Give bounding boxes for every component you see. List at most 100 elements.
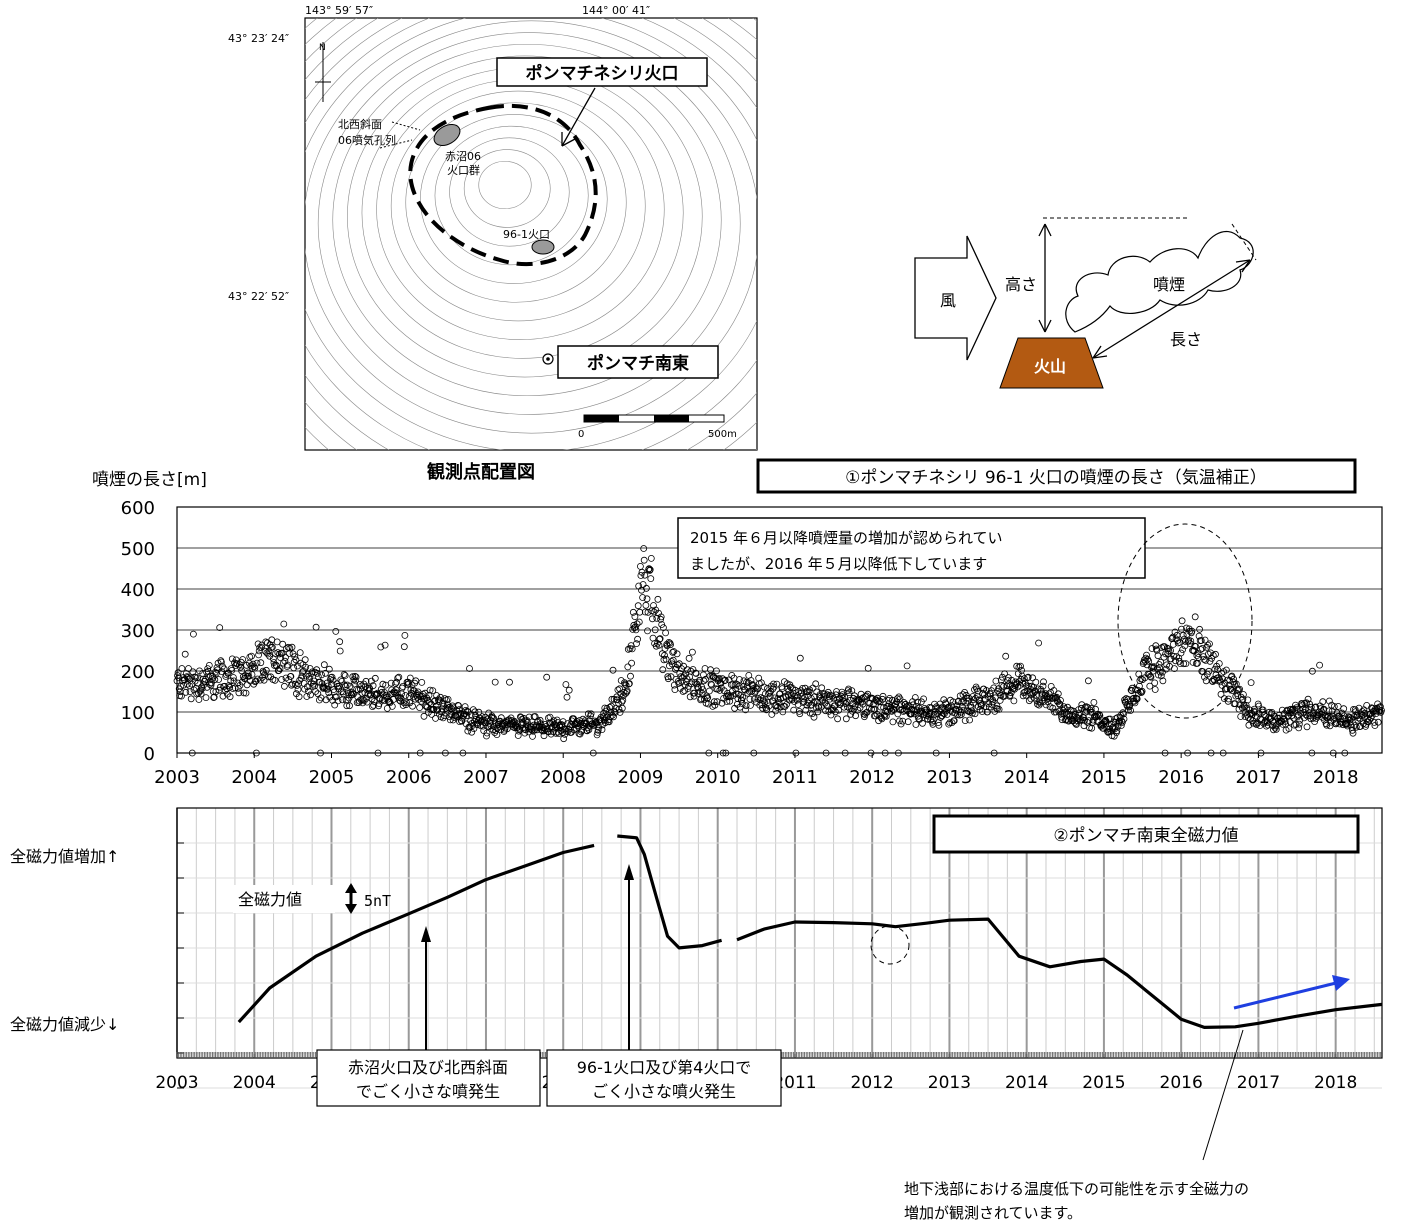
chart1-point <box>305 687 312 695</box>
chart1-point <box>401 632 409 639</box>
chart1-point <box>297 659 305 667</box>
chart1-point <box>229 674 237 681</box>
chart1-point <box>262 666 270 674</box>
chart1-point <box>279 640 287 648</box>
chart1-point <box>1174 637 1182 644</box>
chart1-point <box>611 708 618 715</box>
chart1-point <box>1333 709 1341 717</box>
chart1-point <box>684 666 691 674</box>
chart1-point <box>228 655 236 663</box>
event-1-line2: でごく小さな噴発生 <box>356 1082 500 1101</box>
chart1-point <box>325 689 333 697</box>
chart1-point <box>1231 700 1239 708</box>
chart1-point <box>341 672 349 679</box>
chart1-point <box>302 663 310 671</box>
chart1-point <box>1192 643 1200 650</box>
chart1-point <box>280 620 288 628</box>
chart1-point <box>1225 695 1232 703</box>
chart1-point <box>1057 697 1064 704</box>
chart1-point <box>293 682 301 689</box>
chart1-point <box>912 721 920 728</box>
chart1-point <box>175 685 183 693</box>
chart1-point <box>217 658 225 666</box>
chart1-point <box>243 681 251 689</box>
chart1-point <box>276 665 284 673</box>
chart1-point <box>442 704 450 712</box>
chart1-point <box>1171 665 1178 672</box>
chart1-point <box>726 693 734 701</box>
chart1-point <box>278 649 286 657</box>
chart1-point <box>1370 719 1378 726</box>
chart1-point <box>708 681 715 689</box>
chart1-point <box>778 685 786 692</box>
crater-name-label: ポンマチネシリ火口 <box>526 63 679 84</box>
chart1-point <box>1130 694 1138 702</box>
chart1-point <box>1146 682 1154 690</box>
chart1-point <box>1114 722 1122 730</box>
chart1-point <box>607 702 615 710</box>
chart1-point <box>252 677 260 685</box>
chart1-ytick-label: 200 <box>121 662 155 683</box>
chart1-point <box>1205 667 1213 675</box>
chart1-point <box>518 715 526 723</box>
chart1-point <box>240 689 248 697</box>
chart1-point <box>296 649 304 656</box>
chart1-point <box>221 682 229 690</box>
chart1-point <box>529 733 536 740</box>
chart1-point <box>760 683 768 691</box>
chart1-ytick-label: 0 <box>144 744 155 765</box>
chart1-point <box>1020 675 1028 682</box>
chart1-point <box>642 601 650 609</box>
chart1-point <box>702 675 709 683</box>
chart1-point <box>945 720 953 728</box>
chart1-point <box>949 698 957 706</box>
chart1-point <box>718 699 726 707</box>
chart1-point <box>398 690 406 698</box>
chart1-point <box>340 671 348 678</box>
chart1-point <box>773 703 781 711</box>
chart2-title-box <box>932 814 1360 854</box>
chart1-point <box>919 719 926 727</box>
akanuma-label-2: 火口群 <box>447 163 480 177</box>
chart1-point <box>692 669 700 677</box>
chart1-point <box>1179 631 1187 639</box>
chart1-point <box>880 704 887 711</box>
chart1-point <box>1287 705 1294 713</box>
chart1-point <box>706 687 713 695</box>
chart1-point <box>1117 722 1125 729</box>
chart1-point <box>1104 728 1112 736</box>
chart1-point <box>651 626 659 634</box>
chart1-point <box>437 693 444 701</box>
chart1-point <box>1127 686 1135 694</box>
chart1-point <box>786 696 793 704</box>
chart1-point <box>313 669 321 677</box>
akanuma-label-1: 赤沼06 <box>445 149 481 163</box>
chart1-point <box>735 682 743 690</box>
contour-line <box>305 20 757 434</box>
chart1-point <box>1146 672 1154 680</box>
chart1-point <box>371 674 379 682</box>
chart1-point <box>288 681 295 689</box>
chart1-point <box>965 694 973 702</box>
chart1-point <box>1077 704 1085 712</box>
chart1-point <box>832 708 839 716</box>
chart1-point <box>995 706 1003 713</box>
chart1-point <box>1327 714 1334 721</box>
map-contours <box>305 18 757 450</box>
chart1-point <box>246 653 254 661</box>
chart1-point <box>650 602 657 609</box>
chart1-point <box>1178 617 1186 625</box>
chart1-point <box>747 677 755 684</box>
chart1-point <box>1326 697 1333 705</box>
chart1-point <box>854 706 862 714</box>
chart1-point <box>444 696 452 703</box>
note-line2: 増加が観測されています。 <box>904 1204 1082 1222</box>
chart1-point <box>646 567 654 574</box>
chart1-point <box>1253 721 1260 728</box>
chart1-point <box>636 608 644 616</box>
chart1-point <box>721 676 729 684</box>
chart1-point <box>415 691 423 699</box>
chart1-point <box>328 673 336 681</box>
chart1-point <box>781 703 789 710</box>
event-2-line2: ごく小さな噴火発生 <box>592 1082 736 1101</box>
